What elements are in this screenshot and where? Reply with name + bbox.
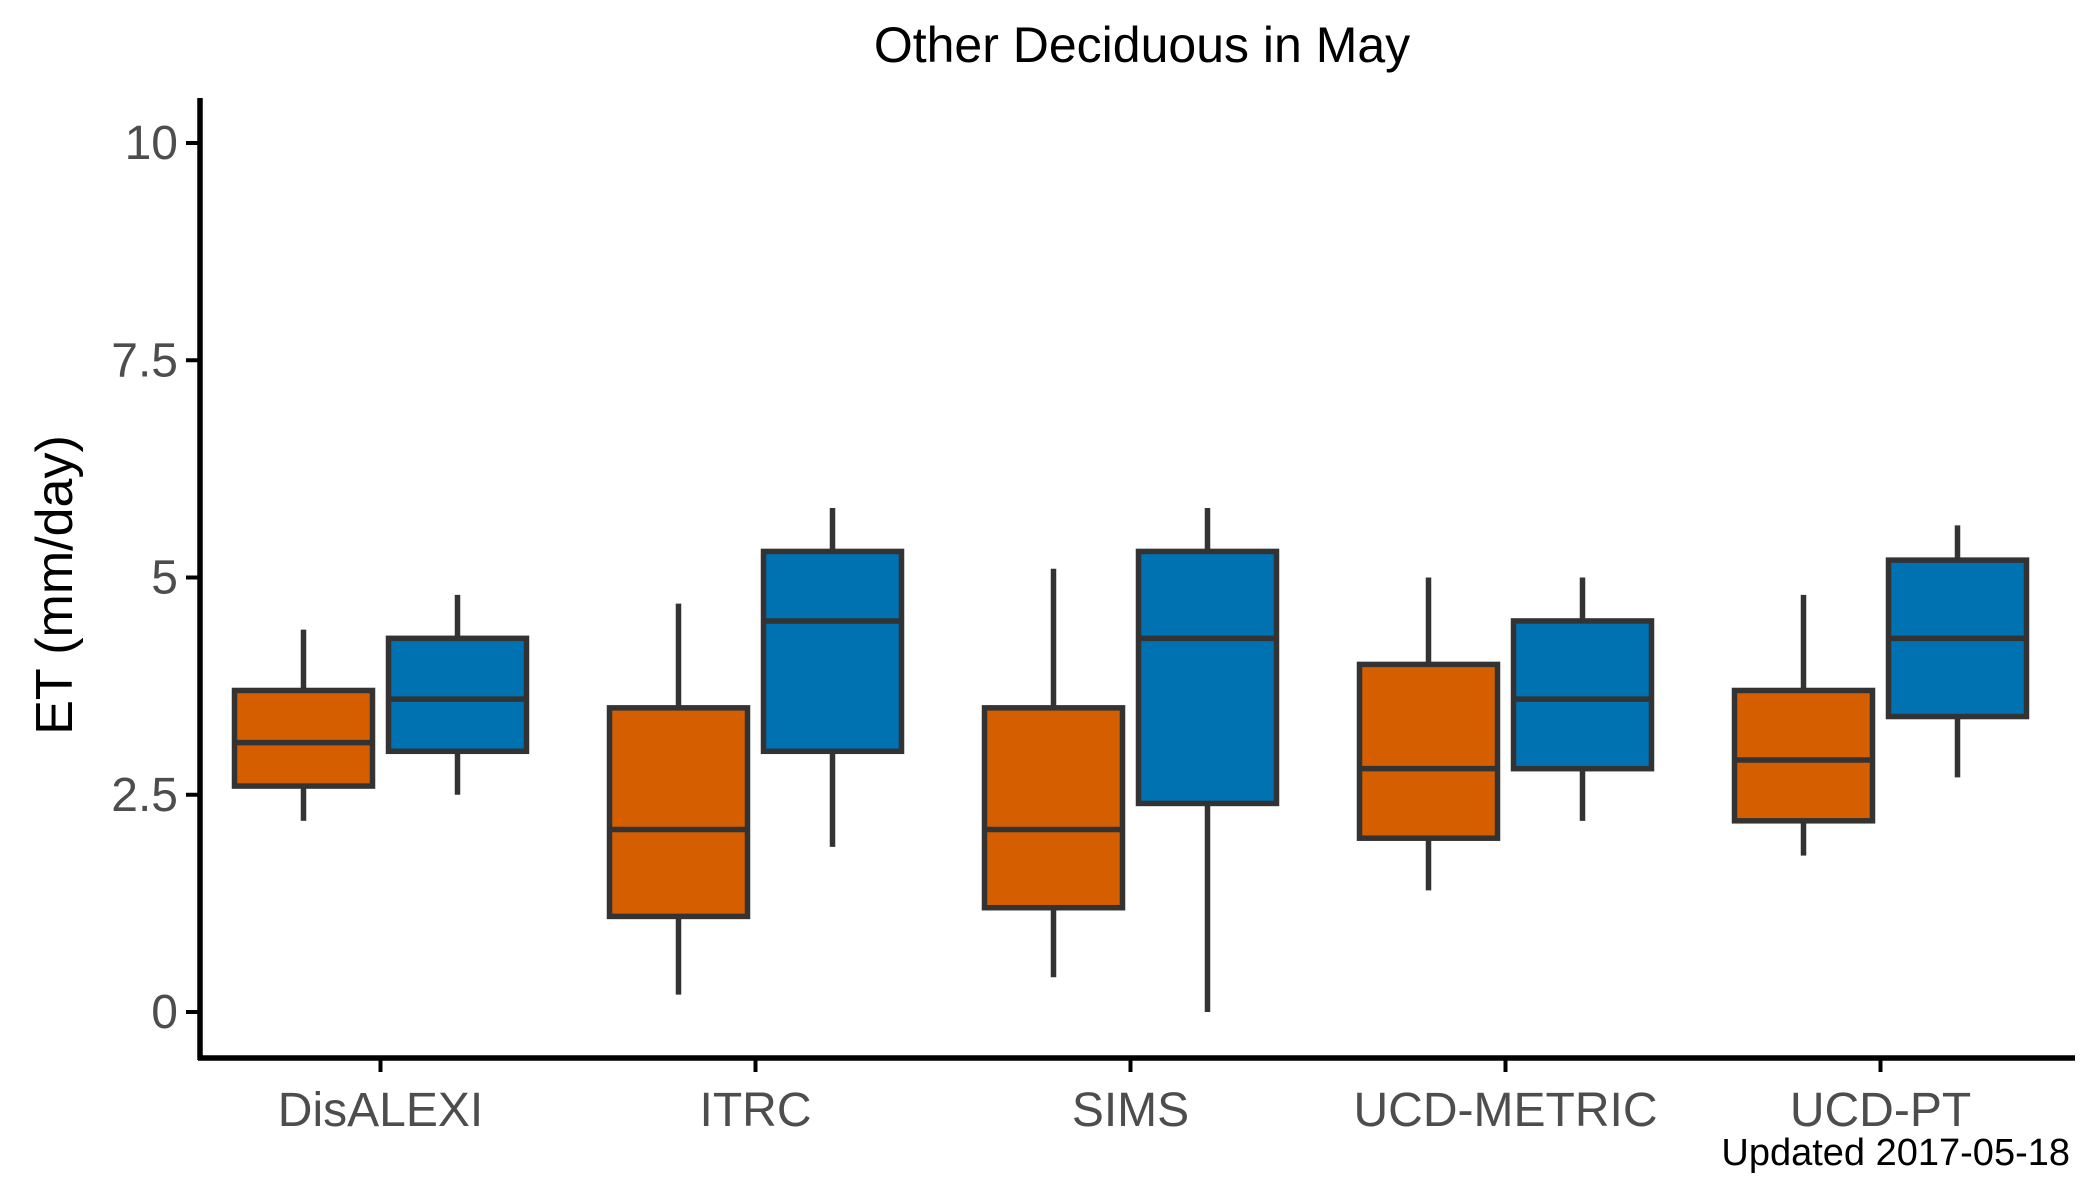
x-tick-label: UCD-METRIC [1354, 1084, 1658, 1137]
updated-caption: Updated 2017-05-18 [1721, 1132, 2070, 1174]
box [231, 687, 376, 789]
box [1135, 548, 1280, 807]
y-tick-label: 0 [151, 986, 178, 1039]
chart-title: Other Deciduous in May [874, 17, 1410, 73]
x-tick-label: DisALEXI [278, 1084, 483, 1137]
box [385, 635, 530, 755]
y-axis-title: ET (mm/day) [26, 435, 84, 735]
box [1356, 661, 1501, 841]
plot-area: 0 2.5 5 7.5 10 DisALEXI ITRC SIMS UCD-METRIC UCD-… [111, 98, 2075, 1137]
box [1510, 618, 1655, 772]
box [760, 548, 905, 755]
y-tick-label: 2.5 [111, 769, 178, 822]
y-tick-label: 7.5 [111, 334, 178, 387]
box [606, 705, 751, 920]
box [1731, 687, 1876, 824]
y-tick-label: 10 [125, 117, 178, 170]
box [981, 705, 1126, 911]
y-tick-label: 5 [151, 552, 178, 605]
x-tick-label: UCD-PT [1790, 1084, 1971, 1137]
x-tick-label: SIMS [1072, 1084, 1189, 1137]
x-tick-label: ITRC [700, 1084, 812, 1137]
